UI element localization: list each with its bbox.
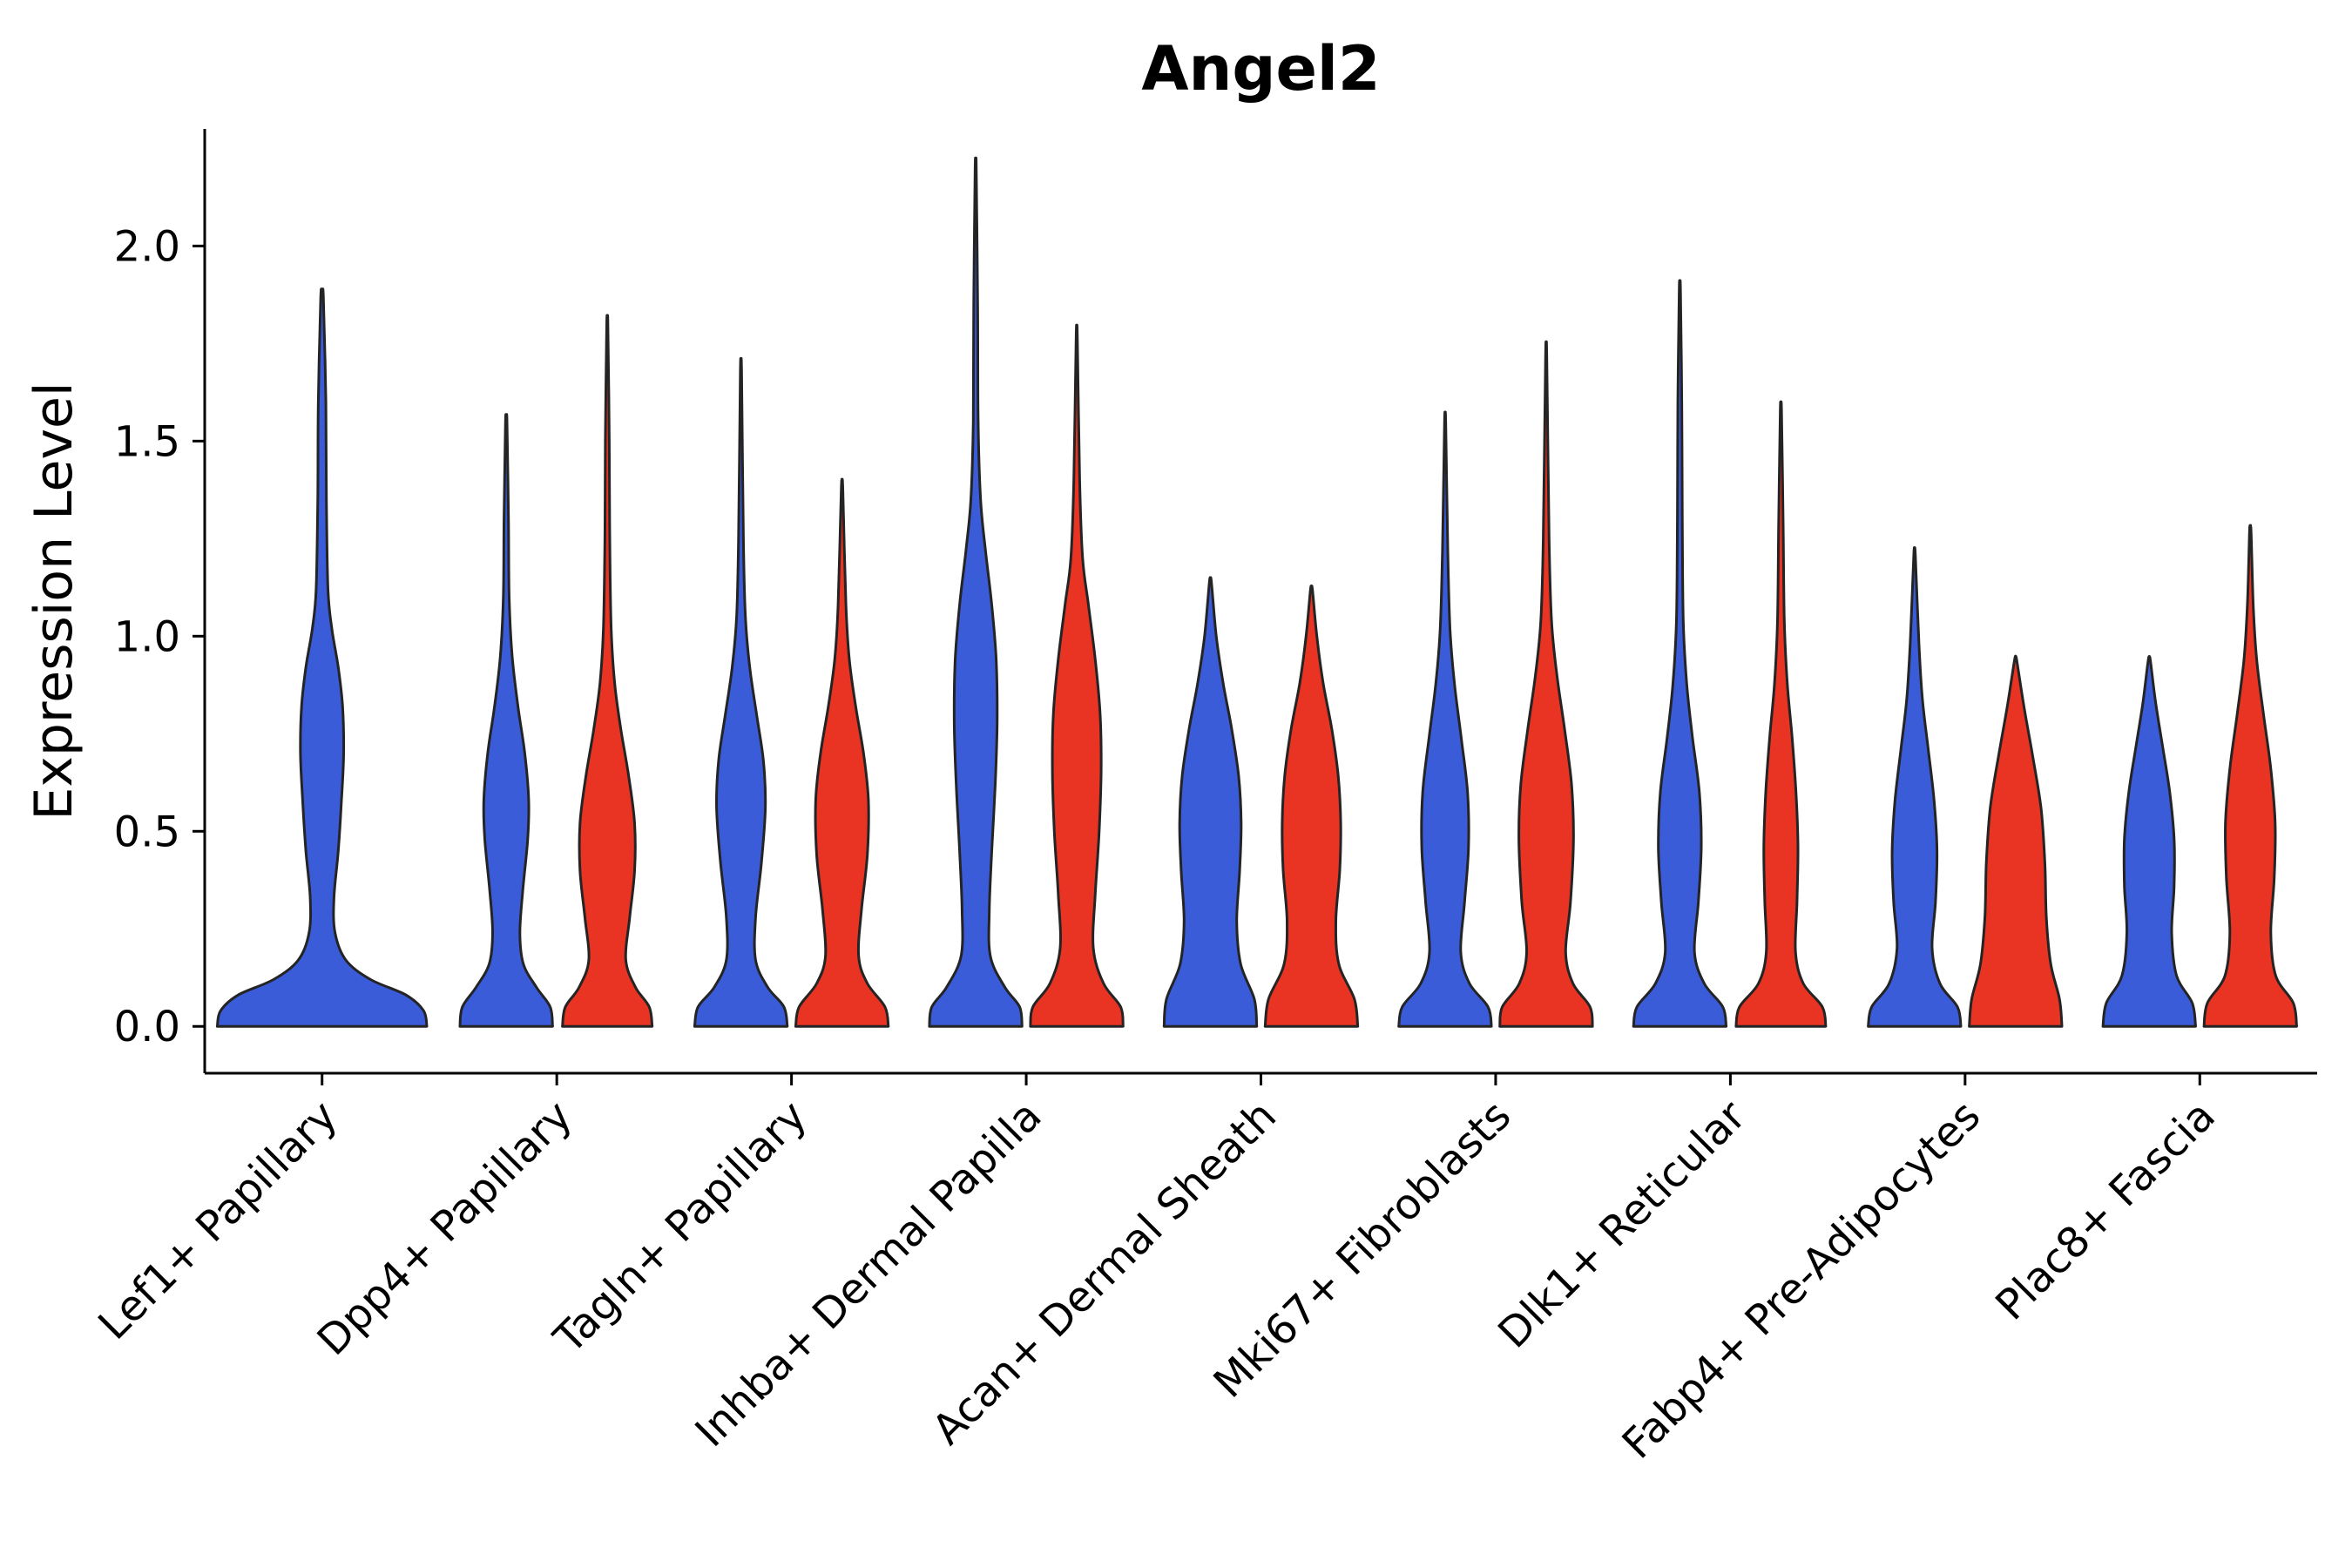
x-category-label: Lef1+ Papillary bbox=[89, 1092, 347, 1349]
y-tick-label: 1.0 bbox=[114, 612, 180, 661]
violin-inhba-dermal-papilla-red bbox=[1029, 323, 1125, 1028]
violin-dpp4-papillary-blue bbox=[458, 413, 554, 1028]
violin-tagln-papillary-blue bbox=[693, 356, 789, 1028]
x-category-label: Dpp4+ Papillary bbox=[308, 1092, 582, 1365]
violin-lef1-papillary-blue bbox=[215, 287, 429, 1028]
violin-inhba-dermal-papilla-blue bbox=[928, 156, 1024, 1028]
y-axis-label: Expression Level bbox=[24, 382, 84, 821]
violin-mki67-fibroblasts-blue bbox=[1397, 410, 1493, 1028]
y-tick-label: 2.0 bbox=[114, 222, 180, 271]
violin-acan-dermal-sheath-blue bbox=[1162, 576, 1259, 1028]
violin-plac8-fascia-blue bbox=[2101, 655, 2197, 1028]
violin-fabp4-pre-adipocytes-red bbox=[1968, 654, 2064, 1028]
violin-mki67-fibroblasts-red bbox=[1498, 340, 1594, 1028]
violin-plac8-fascia-red bbox=[2202, 524, 2298, 1028]
x-category-label: Tagln+ Papillary bbox=[544, 1092, 816, 1363]
violin-dlk1-reticular-red bbox=[1734, 400, 1828, 1028]
x-category-label: Dlk1+ Reticular bbox=[1489, 1092, 1755, 1358]
violin-dlk1-reticular-blue bbox=[1632, 279, 1728, 1028]
violin-fabp4-pre-adipocytes-blue bbox=[1867, 546, 1963, 1028]
x-category-label: Plac8+ Fascia bbox=[1986, 1092, 2225, 1330]
violin-acan-dermal-sheath-red bbox=[1263, 585, 1360, 1028]
violin-dpp4-papillary-red bbox=[561, 314, 654, 1028]
y-tick-label: 1.5 bbox=[114, 417, 180, 466]
y-tick-label: 0.5 bbox=[114, 808, 180, 856]
chart-title: Angel2 bbox=[1141, 33, 1381, 105]
y-tick-label: 0.0 bbox=[114, 1003, 180, 1051]
violin-tagln-papillary-red bbox=[794, 477, 890, 1028]
